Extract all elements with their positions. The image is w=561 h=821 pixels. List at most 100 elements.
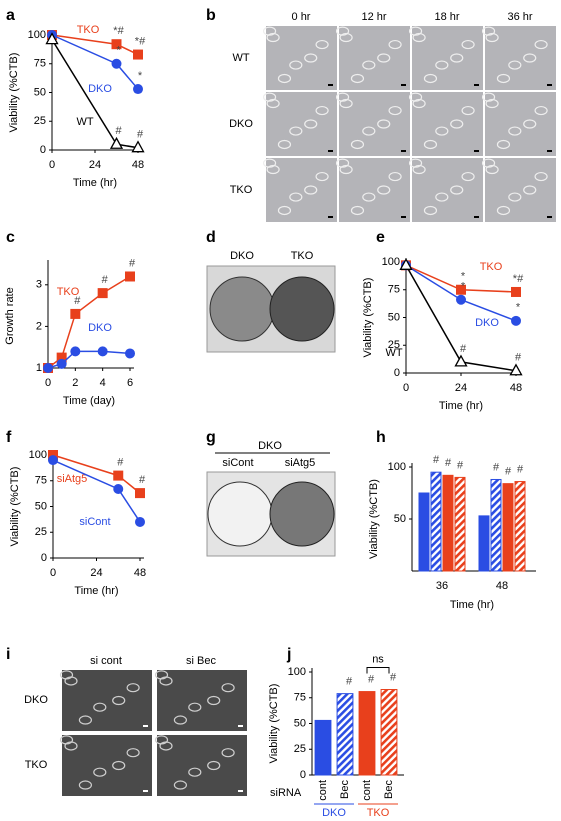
- y-axis-label: Viability (%CTB): [8, 53, 20, 133]
- annotation: *: [138, 70, 143, 82]
- cell: [289, 126, 303, 136]
- y-tick-label: 50: [294, 717, 306, 729]
- series-label: WT: [76, 116, 93, 128]
- cell: [481, 158, 496, 168]
- row-label: TKO: [230, 184, 253, 196]
- cell: [450, 119, 464, 129]
- cell: [188, 702, 202, 712]
- y-tick-label: 50: [35, 500, 47, 512]
- cell: [508, 126, 522, 136]
- marker: [113, 483, 124, 494]
- y-tick-label: 50: [388, 311, 400, 323]
- y-tick-label: 0: [40, 144, 46, 156]
- marker: [125, 271, 135, 282]
- marker: [511, 315, 521, 326]
- cell: [481, 26, 496, 36]
- y-tick-label: 100: [29, 449, 47, 461]
- cell: [262, 26, 277, 36]
- annotation: *#: [513, 273, 524, 285]
- bar: [430, 471, 442, 572]
- x-tick-label: 2: [72, 377, 78, 389]
- cell: [435, 60, 449, 70]
- marker: [111, 58, 122, 69]
- scale-bar: [474, 150, 479, 152]
- cell: [534, 171, 548, 182]
- group-label: TKO: [367, 807, 390, 819]
- x-tick-label: 0: [45, 377, 51, 389]
- marker: [454, 354, 468, 367]
- cell: [408, 26, 423, 36]
- y-tick-label: 100: [288, 666, 306, 678]
- annotation: #: [139, 474, 146, 486]
- marker: [456, 284, 466, 295]
- y-tick-label: 25: [34, 115, 46, 127]
- y-axis-label: Viability (%CTB): [362, 278, 374, 358]
- cell: [173, 715, 187, 725]
- x-tick-label: 0: [50, 567, 56, 579]
- column-label: si cont: [90, 655, 122, 667]
- marker: [133, 84, 143, 95]
- y-tick-label: 75: [388, 284, 400, 296]
- cell: [335, 26, 350, 36]
- x-axis-label: Time (hr): [73, 177, 117, 189]
- marker: [97, 346, 108, 357]
- cell: [450, 53, 464, 63]
- bar: [502, 483, 514, 572]
- cell: [408, 158, 423, 168]
- cell: [266, 98, 280, 109]
- annotation: #: [517, 463, 524, 475]
- panel-letter: b: [206, 7, 216, 24]
- y-tick-label: 2: [36, 320, 42, 332]
- column-label: 0 hr: [292, 11, 311, 23]
- plate-label: TKO: [291, 250, 314, 262]
- x-axis-label: Time (hr): [74, 585, 118, 597]
- panel-letter: e: [376, 229, 385, 246]
- annotation: *: [461, 271, 466, 283]
- plate-label: siCont: [222, 457, 253, 469]
- marker: [135, 516, 145, 527]
- y-tick-label: 100: [382, 256, 400, 268]
- cell: [64, 676, 78, 686]
- scale-bar: [143, 790, 148, 792]
- y-tick-label: 3: [36, 279, 42, 291]
- cell: [450, 185, 464, 195]
- cell: [388, 171, 402, 182]
- marker: [511, 286, 521, 297]
- y-axis-label: Viability (%CTB): [268, 684, 280, 764]
- cell: [485, 32, 499, 43]
- scale-bar: [547, 150, 552, 152]
- cell: [289, 192, 303, 202]
- cell: [64, 741, 78, 751]
- panel-letter: a: [6, 7, 15, 24]
- x-axis-label: Time (hr): [439, 400, 483, 412]
- scale-bar: [328, 150, 333, 152]
- cell: [266, 32, 280, 43]
- cell: [262, 158, 277, 168]
- series-label: siCont: [79, 516, 110, 528]
- annotation: #: [368, 673, 375, 685]
- bar: [336, 693, 354, 776]
- panel-letter: i: [6, 646, 10, 663]
- x-tick-label: 36: [436, 580, 448, 592]
- annotation: #: [74, 295, 81, 307]
- row-label: WT: [232, 52, 249, 64]
- cell: [377, 53, 391, 63]
- well: [269, 481, 335, 547]
- series-label: siAtg5: [57, 473, 88, 485]
- x-tick-label: Bec: [383, 780, 395, 799]
- scale-bar: [238, 790, 243, 792]
- cell: [496, 73, 511, 84]
- y-tick-label: 50: [394, 513, 406, 525]
- marker: [456, 294, 466, 305]
- x-tick-label: Bec: [339, 780, 351, 799]
- y-tick-label: 75: [294, 692, 306, 704]
- cell: [534, 105, 548, 116]
- cell: [377, 119, 391, 129]
- y-tick-label: 75: [35, 475, 47, 487]
- cell: [377, 185, 391, 195]
- marker: [135, 488, 145, 499]
- cell: [461, 105, 475, 116]
- cell: [508, 192, 522, 202]
- cell: [126, 683, 140, 693]
